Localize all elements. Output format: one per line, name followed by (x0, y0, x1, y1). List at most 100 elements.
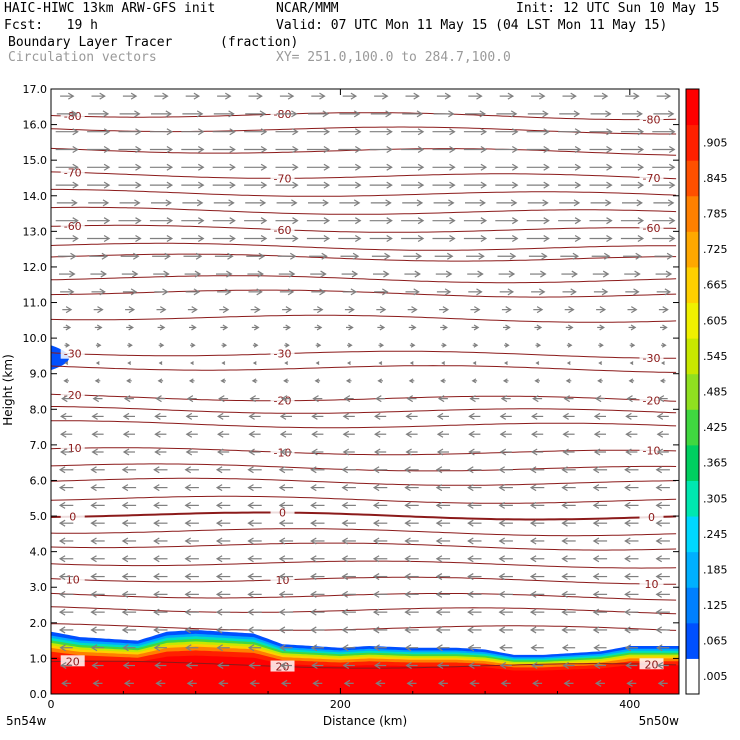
vector-arrow (624, 608, 639, 616)
vector-arrow (186, 679, 197, 687)
vector-arrow (183, 252, 203, 260)
vector-arrow (126, 378, 132, 384)
colorbar-swatch (686, 409, 699, 446)
vector-arrow (598, 342, 604, 348)
vector-arrow (592, 590, 608, 598)
vector-arrow (629, 342, 636, 348)
vector-arrow (221, 342, 228, 348)
vector-arrow (275, 145, 299, 154)
vector-label: Circulation vectors (8, 50, 157, 65)
cross-section-endpoints: XY= 251.0,100.0 to 284.7,100.0 (276, 50, 511, 65)
vector-arrow (409, 342, 416, 348)
vector-arrow (529, 573, 545, 581)
vector-arrow (408, 324, 417, 331)
vector-arrow (275, 217, 299, 225)
vector-arrow (372, 590, 388, 598)
vector-arrow (58, 590, 74, 598)
field-units: (fraction) (220, 35, 299, 50)
contour-level--70 (51, 171, 677, 180)
vector-arrow (529, 484, 545, 492)
vector-arrow (655, 608, 670, 616)
contour-label-bg (60, 166, 85, 178)
vector-arrow (58, 626, 74, 634)
vector-arrow (158, 342, 165, 348)
vector-arrow (184, 590, 199, 598)
vector-arrow (629, 361, 634, 365)
contour-label-bg (639, 578, 664, 590)
vector-arrow (308, 199, 329, 207)
vector-arrow (122, 430, 135, 438)
vector-arrow (526, 234, 550, 242)
contour-line-10 (51, 406, 677, 414)
vector-arrow (244, 145, 268, 154)
vector-arrow (527, 199, 549, 207)
vector-arrow (404, 608, 419, 616)
vector-arrow (185, 644, 199, 652)
vector-arrow (404, 484, 419, 492)
vector-arrow (466, 252, 485, 260)
y-tick-label: 7.0 (30, 439, 48, 452)
vector-arrow (558, 217, 582, 225)
vector-arrow (467, 501, 482, 509)
vector-arrow (526, 163, 550, 171)
vector-arrow (90, 270, 107, 278)
vector-arrow (118, 181, 142, 189)
y-tick-label: 12.0 (23, 261, 48, 274)
y-tick-label: 3.0 (30, 581, 48, 594)
vector-arrow (404, 590, 419, 598)
vector-arrow (499, 662, 512, 670)
vector-arrow (310, 573, 325, 581)
contour-level-0 (51, 511, 677, 521)
vector-arrow (622, 199, 643, 207)
vector-arrow (306, 234, 331, 242)
vector-arrow (469, 395, 480, 403)
vector-arrow (91, 92, 106, 100)
vector-arrow (122, 644, 136, 652)
colorbar-swatch (686, 231, 699, 268)
vector-arrow (527, 110, 549, 118)
vector-arrow (247, 573, 262, 581)
vector-arrow (57, 252, 77, 260)
vector-arrow (369, 163, 393, 171)
vector-arrow (92, 679, 103, 687)
vector-arrow (338, 181, 362, 189)
vector-arrow (341, 501, 356, 509)
vector-arrow (125, 306, 136, 314)
vector-arrow (620, 128, 645, 136)
vector-arrow (213, 199, 235, 207)
vector-arrow (250, 306, 261, 314)
colorbar-label: .425 (703, 421, 728, 434)
vector-arrow (435, 555, 451, 563)
vector-arrow (185, 412, 198, 420)
vector-arrow (468, 448, 481, 456)
vector-arrow (597, 378, 603, 384)
vector-arrow (628, 324, 637, 331)
vector-arrow (372, 519, 388, 527)
vector-arrow (565, 324, 574, 331)
vector-arrow (118, 217, 142, 225)
contour-label-bg (60, 510, 85, 522)
vector-arrow (374, 288, 389, 296)
y-tick-label: 1.0 (30, 652, 48, 665)
vector-arrow (562, 288, 577, 296)
vector-arrow (340, 252, 360, 260)
vector-arrow (339, 199, 361, 207)
vector-arrow (531, 448, 544, 456)
vector-arrow (122, 662, 135, 670)
vector-arrow (182, 199, 204, 207)
vector-arrow (58, 573, 74, 581)
vector-arrow (620, 181, 645, 189)
contour-label-10: 10 (66, 574, 80, 587)
vector-arrow (369, 181, 393, 189)
contour-label--60: -60 (274, 224, 292, 237)
colorbar-swatch (686, 160, 699, 197)
contour-label--10: -10 (643, 444, 661, 457)
vector-arrow (189, 324, 197, 331)
vector-arrow (92, 395, 103, 403)
tracer-fill (51, 345, 679, 694)
vector-arrow (154, 430, 167, 438)
vector-arrow (625, 412, 638, 420)
vector-arrow (248, 662, 261, 670)
vector-arrow (90, 573, 105, 581)
vector-arrow (279, 662, 292, 670)
